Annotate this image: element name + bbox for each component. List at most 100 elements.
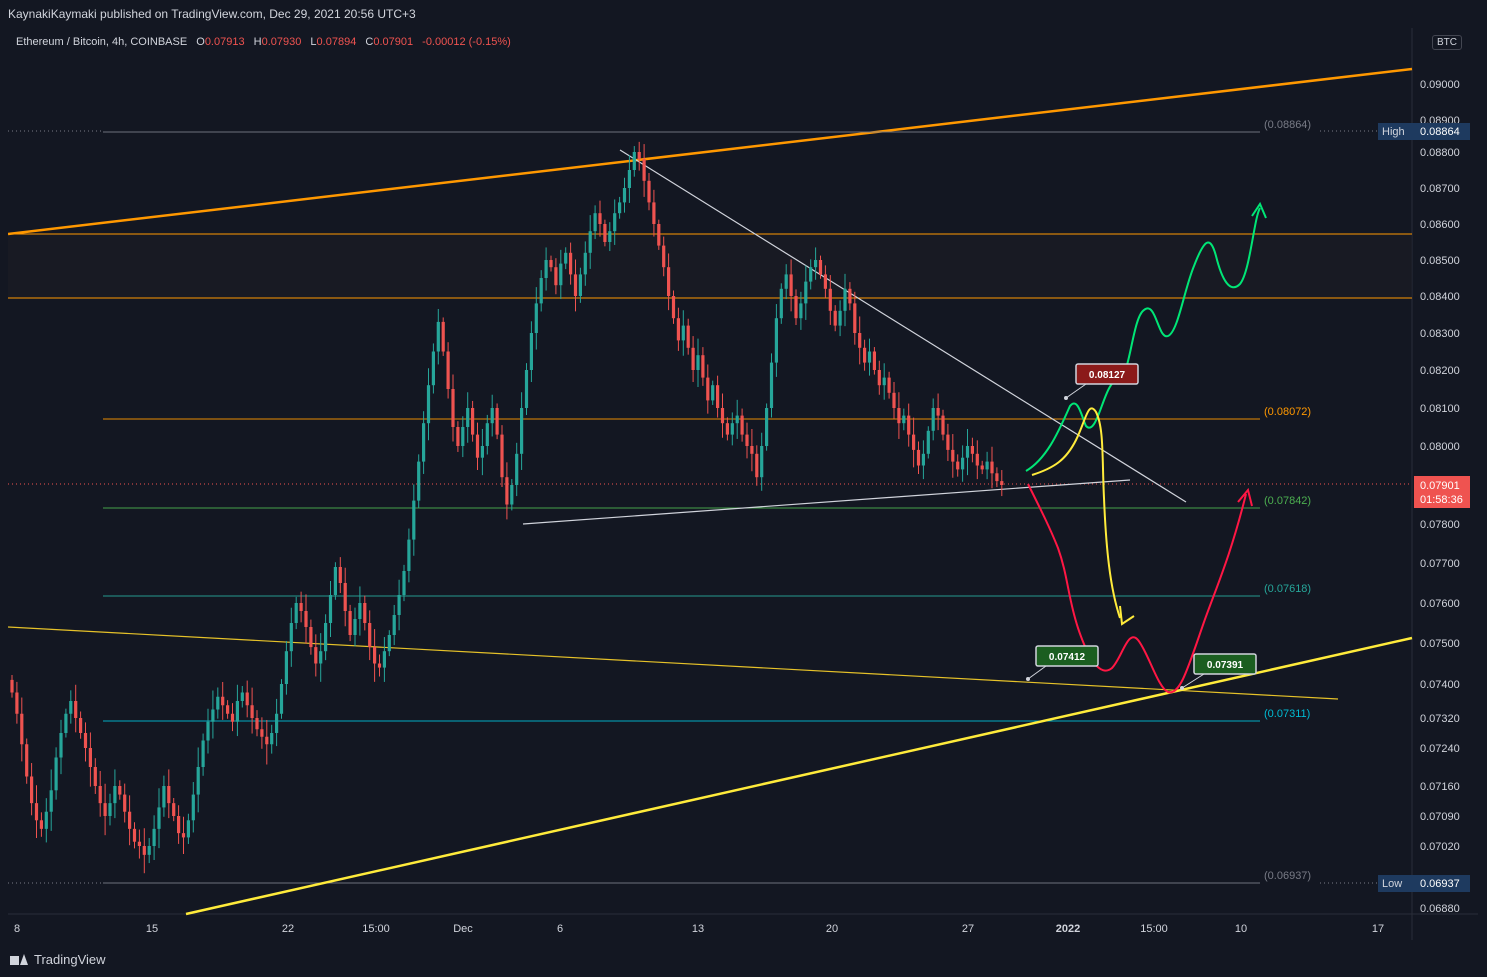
candle-body xyxy=(897,408,901,424)
candle-body xyxy=(745,434,749,446)
candle-body xyxy=(49,790,53,812)
candle-body xyxy=(230,713,235,722)
candle-body xyxy=(980,465,984,470)
candle-body xyxy=(867,351,872,363)
last-price-value: 0.07901 xyxy=(1420,480,1460,492)
candle-body xyxy=(358,603,362,619)
candle-body xyxy=(270,733,274,745)
candle-body xyxy=(877,370,881,386)
yellow-support-trendline xyxy=(185,636,1413,916)
candle-body xyxy=(774,318,778,363)
candle-body xyxy=(226,705,230,714)
candle-body xyxy=(59,733,63,758)
candle-body xyxy=(858,333,862,348)
candle-body xyxy=(804,281,808,304)
candle-body xyxy=(794,296,798,319)
ohlc-open: O0.07913 xyxy=(196,36,245,48)
symbol-legend: Ethereum / Bitcoin, 4h, COINBASE O0.0791… xyxy=(16,36,511,48)
candle-body xyxy=(113,786,117,804)
candle-body xyxy=(485,423,489,446)
candle-body xyxy=(975,453,979,466)
candle-body xyxy=(142,846,146,855)
candle-body xyxy=(534,303,538,333)
candle-body xyxy=(701,355,705,378)
candle-body xyxy=(618,202,622,214)
candle-body xyxy=(83,733,88,748)
ohlc-low: L0.07894 xyxy=(310,36,357,48)
candle-body xyxy=(765,408,769,446)
candle-body xyxy=(608,231,612,242)
candle-body xyxy=(931,408,935,431)
price-chart[interactable]: (0.08864) (0.08072) (0.07842) (0.07618) (0.0… xyxy=(8,28,1478,940)
low-label-value: 0.06937 xyxy=(1420,878,1460,890)
time-tick-2: 22 xyxy=(282,923,294,935)
candle-body xyxy=(279,684,284,714)
candle-body xyxy=(20,713,24,745)
candle-body xyxy=(529,333,533,370)
red-arrow-head xyxy=(1237,487,1253,507)
fib-level-label-1: (0.08072) xyxy=(1264,406,1311,418)
candle-body xyxy=(363,603,367,623)
callout-box-2 xyxy=(1193,653,1257,675)
candle-body xyxy=(333,567,337,595)
candle-body xyxy=(162,786,166,808)
candle-body xyxy=(186,820,190,838)
candle-body xyxy=(544,260,548,278)
fib-level-label-5: (0.06937) xyxy=(1264,870,1311,882)
price-tick-0: 0.09000 xyxy=(1420,79,1460,91)
candle-body xyxy=(294,603,298,623)
callout-text-0: 0.08127 xyxy=(1089,370,1126,381)
candle-body xyxy=(167,786,171,804)
time-tick-1: 15 xyxy=(146,923,158,935)
candle-body xyxy=(446,351,450,389)
candle-body xyxy=(657,224,661,246)
candle-body xyxy=(995,473,999,482)
candle-body xyxy=(642,159,646,181)
candle-body xyxy=(912,434,916,450)
fib-level-label-2: (0.07842) xyxy=(1264,495,1311,507)
tradingview-logo[interactable]: TradingView xyxy=(10,952,106,967)
candle-body xyxy=(471,408,475,435)
candle-body xyxy=(304,611,308,627)
candle-body xyxy=(196,767,200,795)
candle-body xyxy=(887,377,891,393)
candle-body xyxy=(422,423,426,462)
symbol-title: Ethereum / Bitcoin, 4h, COINBASE xyxy=(16,36,188,48)
candle-body xyxy=(235,701,239,722)
candle-body xyxy=(314,647,318,664)
price-tick-12: 0.07700 xyxy=(1420,558,1460,570)
candle-body xyxy=(569,252,573,275)
zone-band xyxy=(8,234,1412,298)
candle-body xyxy=(324,623,328,652)
candle-body xyxy=(368,623,372,648)
candle-body xyxy=(760,446,764,478)
price-tick-19: 0.07090 xyxy=(1420,811,1460,823)
candle-body xyxy=(348,611,352,635)
price-tick-20: 0.07020 xyxy=(1420,841,1460,853)
candle-body xyxy=(990,461,994,474)
candle-body xyxy=(667,267,671,296)
candle-body xyxy=(510,485,514,505)
candle-body xyxy=(64,713,68,733)
candle-body xyxy=(593,213,597,232)
currency-button[interactable]: BTC xyxy=(1432,35,1462,50)
candle-body xyxy=(784,274,788,289)
chart-area[interactable]: (0.08864) (0.08072) (0.07842) (0.07618) (0.0… xyxy=(8,28,1478,940)
candle-body xyxy=(916,449,921,466)
candle-body xyxy=(681,325,685,341)
price-tick-15: 0.07400 xyxy=(1420,679,1460,691)
candle-body xyxy=(921,453,925,466)
tradingview-logo-icon xyxy=(10,953,28,966)
candle-body xyxy=(779,288,783,319)
candle-body xyxy=(863,347,867,363)
candle-body xyxy=(74,701,78,718)
candle-body xyxy=(647,180,651,203)
price-tick-11: 0.07800 xyxy=(1420,519,1460,531)
candle-body xyxy=(373,647,377,664)
candle-body xyxy=(177,816,181,834)
candle-body xyxy=(926,430,930,454)
candle-body xyxy=(147,846,151,855)
candle-body xyxy=(769,362,774,408)
candle-body xyxy=(157,807,161,829)
time-tick-9: 2022 xyxy=(1056,923,1080,935)
